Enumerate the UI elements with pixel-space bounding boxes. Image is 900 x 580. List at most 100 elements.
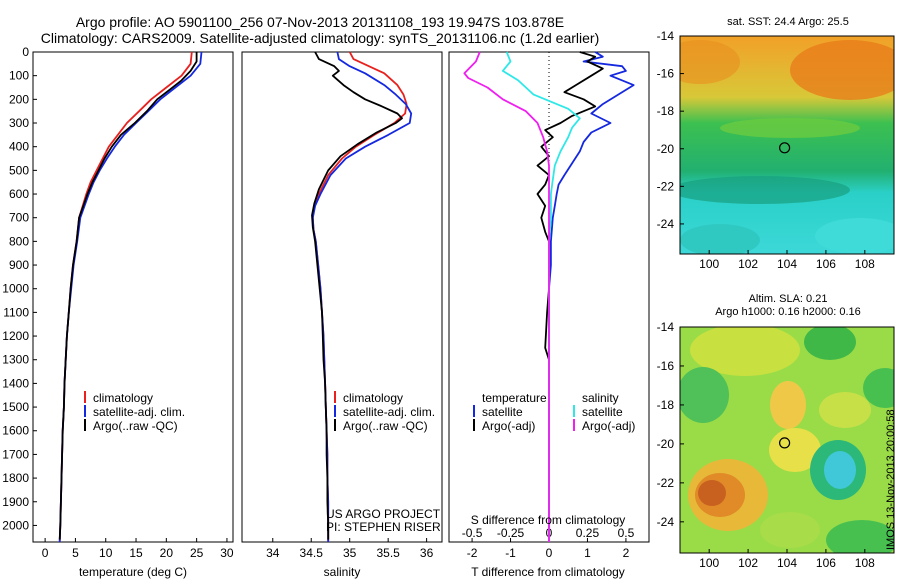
x-tick-label: 10 [99,546,113,560]
depth-tick-label: 800 [9,234,29,248]
depth-tick-label: 300 [9,116,29,130]
lat-tick-label: -16 [657,67,675,81]
lon-tick-label: 108 [855,556,875,570]
lat-tick-label: -22 [657,476,675,490]
x-tick-label: 0 [546,546,553,560]
depth-axis: 0 100 200 300 400 500 600 700 800 900 1000 1100 1200… [2,45,37,532]
depth-tick-label: 1500 [2,400,29,414]
legend-satellite: satellite-adj. clim. [343,405,435,419]
lat-tick-label: -18 [657,104,675,118]
sst-title: sat. SST: 24.4 Argo: 25.5 [727,16,849,28]
salinity-axis: 34 34.5 35 35.5 36 [266,538,434,560]
x-tick-label: 35.5 [376,546,400,560]
x-tick-label: 25 [190,546,204,560]
legend-swatch-sal-argo [573,419,575,431]
x-tick-label: 5 [72,546,79,560]
legend-argo: Argo(..raw -QC) [343,419,428,433]
sst-field [680,36,894,254]
legend-temperature-title: temperature [482,391,547,405]
lat-tick-label: -20 [657,437,675,451]
lat-tick-label: -18 [657,398,675,412]
x-tick-label: 0 [42,546,49,560]
lon-tick-label: 106 [816,556,836,570]
lat-tick-label: -24 [657,515,675,529]
legend-swatch-sal-satellite [573,405,575,417]
salinity-axes [241,51,443,543]
legend-swatch-climatology [84,391,86,403]
series-line [463,51,550,542]
x-tick-label: 34.5 [300,546,324,560]
depth-tick-label: 1300 [2,353,29,367]
salinity-xlabel: salinity [324,565,361,579]
series-line [311,51,403,540]
temperature-lines [58,51,203,543]
legend-climatology: climatology [343,391,403,405]
x-tick-label: 1 [584,546,591,560]
legend-argo: Argo(..raw -QC) [93,419,178,433]
lon-tick-label: 104 [777,257,797,271]
temperature-xlabel: temperature (deg C) [79,565,187,579]
lon-tick-label: 100 [699,556,719,570]
x-tick-label: 30 [220,546,234,560]
difference-lines [463,51,635,542]
depth-tick-label: 2000 [2,518,29,532]
argo-location-marker [778,437,791,449]
depth-tick-label: 1100 [3,305,29,319]
x-tick-label: 35 [343,546,357,560]
depth-tick-label: 1200 [2,329,29,343]
sla-field [680,327,894,553]
series-line [58,52,198,540]
depth-tick-label: 500 [9,163,29,177]
x-tick-label: -1 [505,546,516,560]
salinity-panel: 34 34.5 35 35.5 36 salinity climatology sate… [241,51,443,579]
legend-swatch-temp-satellite [473,405,475,417]
legend-swatch-argo [334,419,336,431]
depth-tick-label: 1800 [2,471,29,485]
legend-satellite: satellite-adj. clim. [93,405,185,419]
legend-swatch-climatology [334,391,336,403]
legend-swatch-satellite [84,405,86,417]
lon-tick-label: 104 [777,556,797,570]
lat-tick-label: -14 [657,29,675,43]
legend-temp-satellite: satellite [482,405,523,419]
profile-title: Argo profile: AO 5901100_256 07-Nov-2013… [75,14,565,30]
legend-swatch-satellite [334,405,336,417]
pi-annotation: PI: STEPHEN RISER [326,520,441,534]
sla-map: Altim. SLA: 0.21 Argo h1000: 0.16 h2000:… [657,293,895,570]
depth-tick-label: 1400 [2,376,29,390]
legend-salinity-title: salinity [582,391,619,405]
salinity-difference-label: S difference from climatology [471,513,626,527]
depth-tick-label: 1700 [2,447,29,461]
depth-tick-label: 700 [9,211,29,225]
project-annotation: US ARGO PROJECT [326,507,441,521]
depth-tick-label: 900 [9,258,29,272]
x-tick-label: -2 [467,546,478,560]
depth-tick-label: 1000 [2,282,29,296]
x-tick-label: 36 [420,546,434,560]
x-tick-label: 15 [129,546,143,560]
legend-swatch-argo [84,419,86,431]
lon-tick-label: 106 [816,257,836,271]
top-tick-label: -0.25 [497,526,525,540]
top-tick-label: -0.5 [462,526,483,540]
salinity-lines [311,51,413,542]
depth-tick-label: 600 [9,187,29,201]
temperature-legend: climatology satellite-adj. clim. Argo(..… [84,391,185,433]
depth-tick-label: 200 [9,92,29,106]
sst-axes: 100 102 104 106 108 -14 -16 -18 -20 -22 -24 [657,29,875,271]
difference-xlabel: T difference from climatology [471,565,625,579]
difference-legend: temperature satellite Argo(-adj) salinit… [473,391,635,433]
lon-tick-label: 100 [699,257,719,271]
temperature-axis: 0 5 10 15 20 25 30 [42,538,234,560]
temperature-panel: 0100200300400500600700800900100011001200… [2,45,234,579]
legend-sal-satellite: satellite [582,405,623,419]
argo-height-title: Argo h1000: 0.16 h2000: 0.16 [715,306,861,318]
imos-timestamp: IMOS 13-Nov-2013 20:00:58 [885,409,897,550]
lat-tick-label: -20 [657,142,675,156]
lat-tick-label: -16 [657,359,675,373]
legend-swatch-temp-argo [473,419,475,431]
x-tick-label: 2 [623,546,630,560]
legend-temp-argo: Argo(-adj) [482,419,535,433]
